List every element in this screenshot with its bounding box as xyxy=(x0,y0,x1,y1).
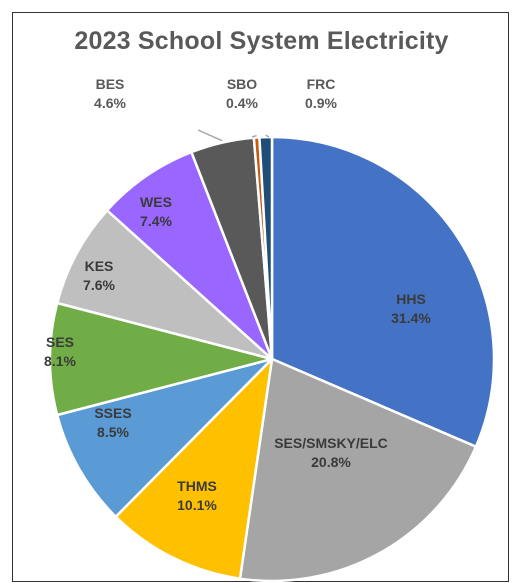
pie-slice-thms xyxy=(114,357,274,580)
slice-label-percent-sses: 8.5% xyxy=(97,424,129,440)
leader-line-bes xyxy=(197,129,223,142)
slice-label-name-kes: KES xyxy=(85,258,114,274)
slice-label-percent-bes: 4.6% xyxy=(94,95,126,111)
slice-label-name-frc: FRC xyxy=(307,76,336,92)
slice-label-name-thms: THMS xyxy=(177,478,217,494)
chart-title: 2023 School System Electricity xyxy=(74,27,449,55)
slice-label-name-hhs: HHS xyxy=(396,291,426,307)
slice-label-name-wes: WES xyxy=(140,194,172,210)
pie-slice-ses xyxy=(48,301,274,417)
slice-label-name-ses: SES xyxy=(46,334,74,350)
slice-label-name-sbo: SBO xyxy=(227,76,257,92)
pie-slices xyxy=(48,135,496,583)
slice-label-percent-ses-smsky-elc: 20.8% xyxy=(311,454,351,470)
slice-label-percent-frc: 0.9% xyxy=(305,95,337,111)
pie-labels: HHS 31.4% SES/SMSKY/ELC 20.8% THMS 10.1% SSES 8… xyxy=(44,76,431,513)
slice-label-name-ses-smsky-elc: SES/SMSKY/ELC xyxy=(274,435,388,451)
slice-label-name-sses: SSES xyxy=(94,405,131,421)
slice-label-name-bes: BES xyxy=(96,76,125,92)
slice-label-percent-thms: 10.1% xyxy=(177,497,217,513)
pie-slice-sses xyxy=(55,357,274,518)
slice-label-percent-wes: 7.4% xyxy=(140,213,172,229)
slice-label-percent-kes: 7.6% xyxy=(83,277,115,293)
leader-line-frc xyxy=(265,134,270,138)
slice-label-percent-hhs: 31.4% xyxy=(391,310,431,326)
chart-frame: 2023 School System Electricity HHS 31.4% S… xyxy=(12,12,509,583)
pie-slice-kes xyxy=(55,209,274,361)
pie-slice-hhs xyxy=(270,135,496,448)
slice-label-percent-sbo: 0.4% xyxy=(226,95,258,111)
leader-line-sbo xyxy=(251,134,257,138)
pie-slice-wes xyxy=(105,150,274,361)
pie-slice-frc xyxy=(258,135,274,361)
pie-chart: HHS 31.4% SES/SMSKY/ELC 20.8% THMS 10.1% SSES 8… xyxy=(44,76,496,583)
slice-label-percent-ses: 8.1% xyxy=(44,353,76,369)
